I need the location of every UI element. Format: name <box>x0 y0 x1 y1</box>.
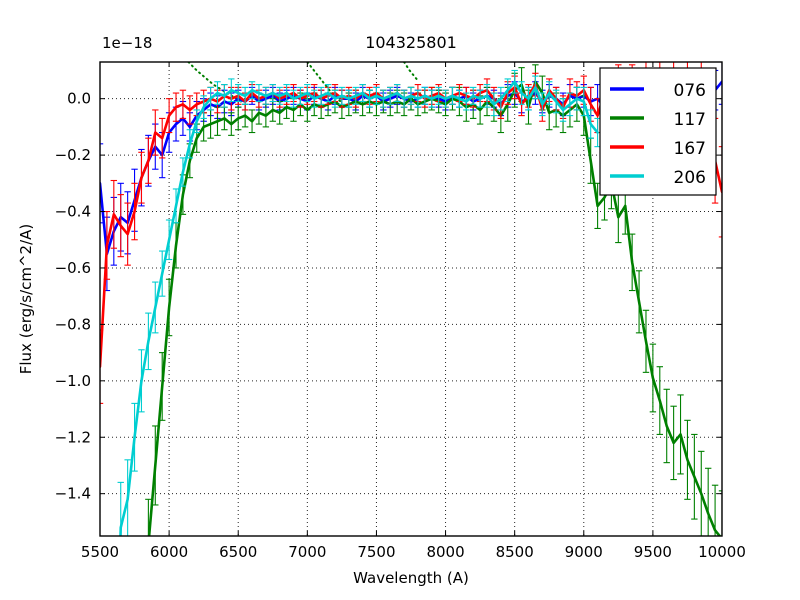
y-tick-label: −1.2 <box>55 428 91 446</box>
y-tick-label: −0.8 <box>55 315 91 333</box>
legend-item-076[interactable]: 076 <box>610 81 706 101</box>
legend[interactable]: 076 117 167 206 <box>599 67 717 196</box>
x-tick-label: 8000 <box>426 543 464 561</box>
x-tick-label: 7500 <box>357 543 395 561</box>
y-tick-label: −1.4 <box>55 485 91 503</box>
legend-label-167: 167 <box>674 139 706 159</box>
x-tick-label: 10000 <box>698 543 746 561</box>
legend-item-206[interactable]: 206 <box>610 168 706 188</box>
y-axis-offset-label: 1e−18 <box>102 34 152 52</box>
x-tick-label: 9000 <box>565 543 603 561</box>
legend-label-076: 076 <box>674 81 706 101</box>
page-title: 104325801 <box>365 33 457 52</box>
x-tick-label: 6500 <box>219 543 257 561</box>
x-axis-label: Wavelength (A) <box>353 569 469 587</box>
y-tick-label: 0.0 <box>67 90 91 108</box>
x-tick-label: 5500 <box>81 543 119 561</box>
y-axis-label: Flux (erg/s/cm^2/A) <box>17 224 35 375</box>
x-tick-label: 8500 <box>496 543 534 561</box>
axes-frame <box>99 61 723 537</box>
y-tick-label: −0.2 <box>55 146 91 164</box>
x-tick-label: 6000 <box>150 543 188 561</box>
dotted-overlay-line <box>306 62 342 103</box>
y-tick-label: −0.6 <box>55 259 91 277</box>
legend-item-167[interactable]: 167 <box>610 139 706 159</box>
legend-label-117: 117 <box>674 110 706 130</box>
y-tick-label: −1.0 <box>55 372 91 390</box>
legend-item-117[interactable]: 117 <box>610 110 706 130</box>
x-tick-label: 9500 <box>634 543 672 561</box>
legend-label-206: 206 <box>674 168 706 188</box>
x-tick-label: 7000 <box>288 543 326 561</box>
series-line-206 <box>119 80 599 536</box>
tick-layer: 5500 6000 6500 7000 7500 8000 8500 9000 9500 1000… <box>55 62 746 561</box>
y-tick-label: −0.4 <box>55 203 91 221</box>
series-206 <box>117 69 601 536</box>
dotted-overlay-line <box>403 62 418 80</box>
